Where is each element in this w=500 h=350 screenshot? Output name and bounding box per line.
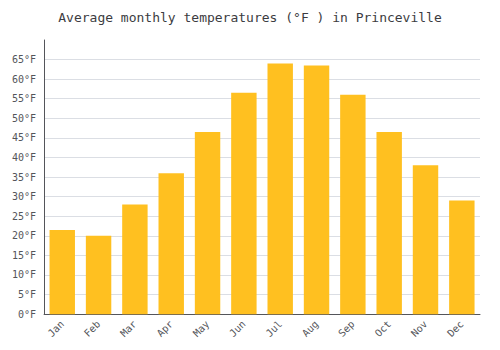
- svg-text:Average monthly temperatures (: Average monthly temperatures (°F ) in Pr…: [58, 10, 442, 25]
- svg-text:0°F: 0°F: [18, 309, 36, 320]
- svg-text:55°F: 55°F: [12, 93, 36, 104]
- svg-text:10°F: 10°F: [12, 269, 36, 280]
- svg-text:15°F: 15°F: [12, 250, 36, 261]
- svg-text:20°F: 20°F: [12, 230, 36, 241]
- svg-text:Sep: Sep: [336, 318, 357, 339]
- svg-text:45°F: 45°F: [12, 132, 36, 143]
- svg-text:25°F: 25°F: [12, 211, 36, 222]
- svg-text:40°F: 40°F: [12, 152, 36, 163]
- svg-text:5°F: 5°F: [18, 289, 36, 300]
- svg-text:Dec: Dec: [445, 318, 466, 339]
- svg-text:65°F: 65°F: [12, 54, 36, 65]
- svg-text:Apr: Apr: [155, 318, 176, 339]
- svg-text:35°F: 35°F: [12, 172, 36, 183]
- svg-text:Feb: Feb: [82, 318, 103, 339]
- svg-text:Jan: Jan: [46, 318, 67, 339]
- svg-text:Nov: Nov: [409, 318, 430, 339]
- svg-text:Jul: Jul: [264, 318, 285, 339]
- svg-text:Oct: Oct: [373, 318, 394, 339]
- svg-text:60°F: 60°F: [12, 74, 36, 85]
- svg-text:50°F: 50°F: [12, 113, 36, 124]
- svg-text:Jun: Jun: [227, 318, 248, 339]
- svg-text:Aug: Aug: [300, 318, 321, 339]
- svg-text:Mar: Mar: [118, 318, 139, 339]
- svg-text:May: May: [191, 318, 212, 339]
- svg-text:30°F: 30°F: [12, 191, 36, 202]
